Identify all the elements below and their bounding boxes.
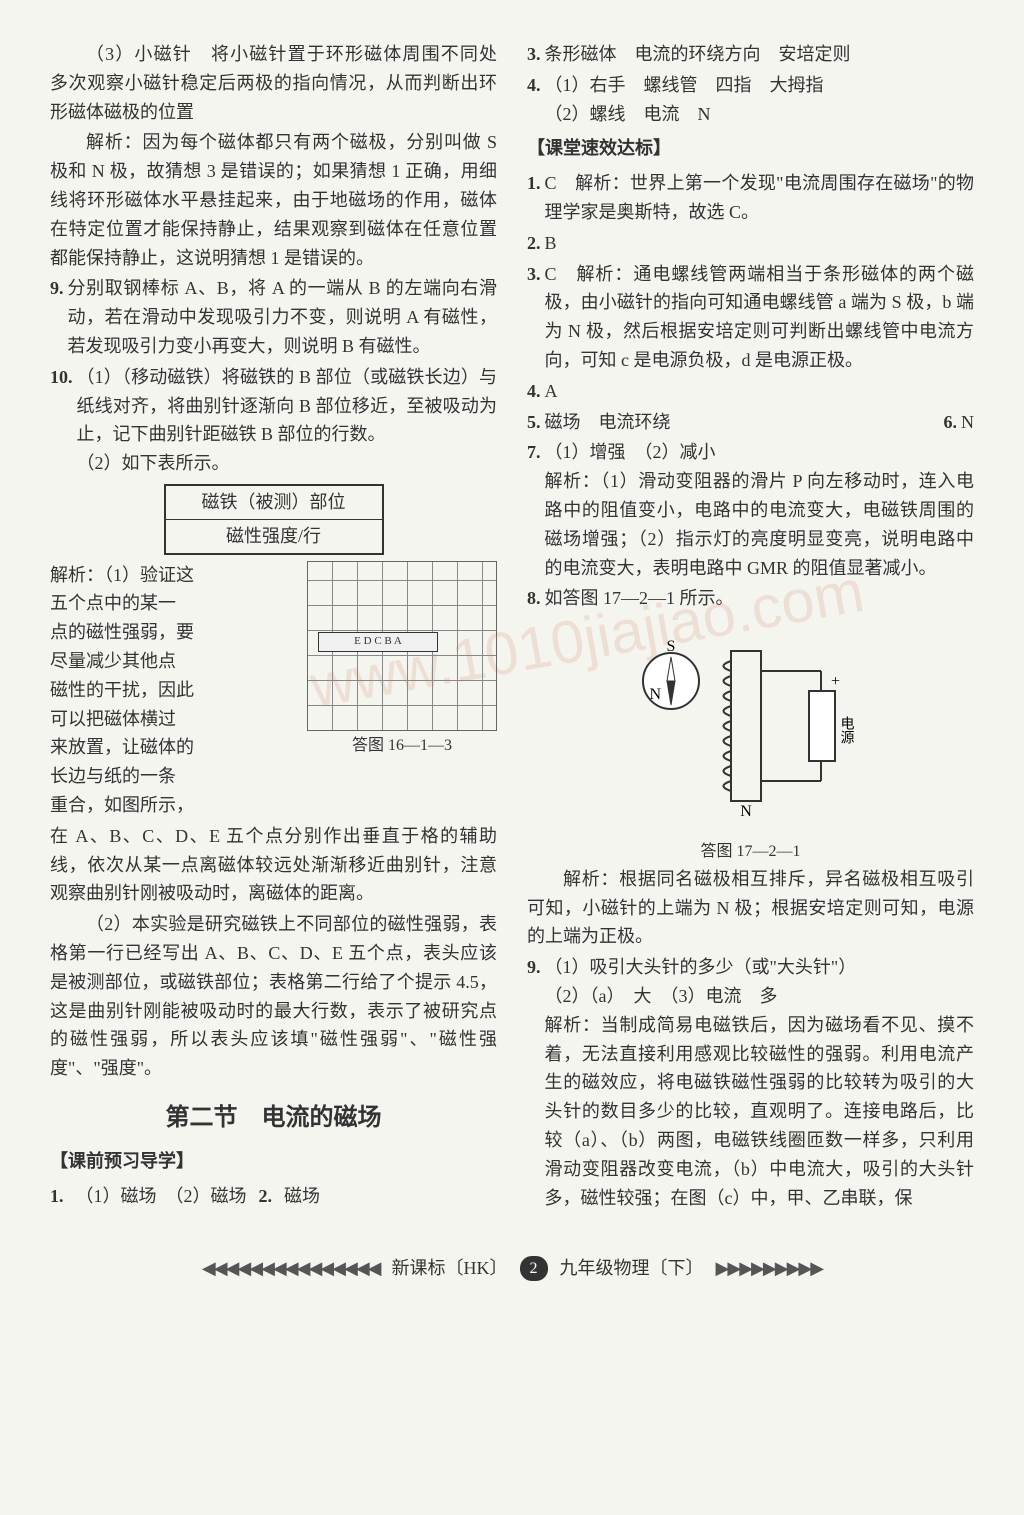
preview-answer: （1）磁场 （2）磁场 <box>76 1182 247 1211</box>
analysis-text: 解析：（1）验证这 五个点中的某一 点的磁性强弱，要 尽量减少其他点 磁性的干扰… <box>50 561 299 820</box>
circuit-svg: S N N + 电源 <box>621 621 881 831</box>
sub-part: （1）（移动磁铁）将磁铁的 B 部位（或磁铁长边）与纸线对齐，将曲别针逐渐向 B… <box>77 363 498 449</box>
figure-caption: 答图 17—2—1 <box>527 839 974 865</box>
text-line: 点的磁性强弱，要 <box>50 618 299 647</box>
item-content: 如答图 17—2—1 所示。 <box>545 584 975 613</box>
item-number: 8. <box>527 584 541 613</box>
right-column: 3. 条形磁体 电流的环绕方向 安培定则 4. （1）右手 螺线管 四指 大拇指… <box>527 40 974 1214</box>
sub-part: （1）吸引大头针的多少（或"大头针"） <box>545 953 975 982</box>
text-line: 磁性的干扰，因此 <box>50 676 299 705</box>
compass-n-label: N <box>649 686 661 703</box>
item-number: 4. <box>527 71 541 129</box>
item-content: N <box>961 408 974 437</box>
magnet-bar: E D C B A <box>318 632 438 652</box>
item-content: A <box>545 377 975 406</box>
question-9: 9. 分别取钢棒标 A、B，将 A 的一端从 B 的左端向右滑动，若在滑动中发现… <box>50 274 497 360</box>
item-content: B <box>545 229 975 258</box>
item-number: 6. <box>944 408 958 437</box>
grid-diagram: E D C B A <box>307 561 497 731</box>
item-content: （1）（移动磁铁）将磁铁的 B 部位（或磁铁长边）与纸线对齐，将曲别针逐渐向 B… <box>77 363 498 478</box>
text-line: 来放置，让磁体的 <box>50 733 299 762</box>
item-content: （1）吸引大头针的多少（或"大头针"） （2）（a） 大 （3）电流 多 解析：… <box>545 953 975 1212</box>
item-content: 分别取钢棒标 A、B，将 A 的一端从 B 的左端向右滑动，若在滑动中发现吸引力… <box>68 274 498 360</box>
paragraph: （3）小磁针 将小磁针置于环形磁体周围不同处 多次观察小磁针稳定后两极的指向情况… <box>50 40 497 126</box>
answer-4: 4. （1）右手 螺线管 四指 大拇指 （2）螺线 电流 N <box>527 71 974 129</box>
psu-label: 电源 <box>838 716 854 744</box>
question-10: 10. （1）（移动磁铁）将磁铁的 B 部位（或磁铁长边）与纸线对齐，将曲别针逐… <box>50 363 497 478</box>
item-number: 9. <box>527 953 541 1212</box>
data-table: 磁铁（被测）部位 磁性强度/行 <box>164 484 384 555</box>
item-number: 4. <box>527 377 541 406</box>
sub-part: （2）如下表所示。 <box>77 449 498 478</box>
item-content: 磁场 电流环绕 <box>545 408 940 437</box>
item-number: 2. <box>259 1182 273 1211</box>
text-line: 重合，如图所示， <box>50 791 299 820</box>
sub-part: （2）（a） 大 （3）电流 多 <box>545 982 975 1011</box>
item-number: 2. <box>527 229 541 258</box>
answer-5: 5. 磁场 电流环绕 <box>527 408 940 437</box>
answer-9: 9. （1）吸引大头针的多少（或"大头针"） （2）（a） 大 （3）电流 多 … <box>527 953 974 1212</box>
analysis-text: 解析：因为每个磁体都只有两个磁极，分别叫做 S 极和 N 极，故猜想 3 是错误… <box>50 128 497 272</box>
figure-16-1-3: E D C B A 答图 16—1—3 <box>307 561 497 820</box>
sub-part: （2）螺线 电流 N <box>545 100 975 129</box>
table-row: 磁性强度/行 <box>166 520 382 553</box>
analysis-text: 解析：根据同名磁极相互排斥，异名磁极相互吸引可知，小磁针的上端为 N 极；根据安… <box>527 865 974 951</box>
coil-n-label: N <box>740 803 752 820</box>
text-line: 五个点中的某一 <box>50 589 299 618</box>
preview-heading: 【课前预习导学】 <box>50 1147 497 1176</box>
answer-3: 3. 条形磁体 电流的环绕方向 安培定则 <box>527 40 974 69</box>
text-line: 长边与纸的一条 <box>50 762 299 791</box>
footer-right-label: 九年级物理〔下〕 <box>560 1254 704 1283</box>
sub-part: （1）增强 （2）减小 <box>545 438 975 467</box>
answer-1: 1. C 解析：世界上第一个发现"电流周围存在磁场"的物理学家是奥斯特，故选 C… <box>527 169 974 227</box>
item-content: （1）增强 （2）减小 解析：（1）滑动变阻器的滑片 P 向左移动时，连入电路中… <box>545 438 975 582</box>
analysis-text: 在 A、B、C、D、E 五个点分别作出垂直于格的辅助线，依次从某一点离磁体较远处… <box>50 822 497 908</box>
item-content: 条形磁体 电流的环绕方向 安培定则 <box>545 40 975 69</box>
section-title: 第二节 电流的磁场 <box>50 1099 497 1137</box>
decor-arrows-left: ◀◀◀◀◀◀◀◀◀◀◀◀◀◀◀ <box>202 1254 380 1283</box>
item-content: （1）右手 螺线管 四指 大拇指 （2）螺线 电流 N <box>545 71 975 129</box>
item-content: C 解析：世界上第一个发现"电流周围存在磁场"的物理学家是奥斯特，故选 C。 <box>545 169 975 227</box>
item-number: 1. <box>527 169 541 227</box>
analysis-text: 解析：当制成简易电磁铁后，因为磁场看不见、摸不着，无法直接利用感观比较磁性的强弱… <box>545 1011 975 1213</box>
answer-4b: 4. A <box>527 377 974 406</box>
table-row: 磁铁（被测）部位 <box>166 486 382 520</box>
answer-7: 7. （1）增强 （2）减小 解析：（1）滑动变阻器的滑片 P 向左移动时，连入… <box>527 438 974 582</box>
item-number: 9. <box>50 274 64 360</box>
left-column: （3）小磁针 将小磁针置于环形磁体周围不同处 多次观察小磁针稳定后两极的指向情况… <box>50 40 497 1214</box>
figure-caption: 答图 16—1—3 <box>307 733 497 759</box>
preview-answer: 磁场 <box>284 1182 320 1211</box>
decor-arrows-right: ▶▶▶▶▶▶▶▶▶ <box>716 1254 823 1283</box>
plus-label: + <box>831 673 840 690</box>
answer-2: 2. B <box>527 229 974 258</box>
text-line: 可以把磁体横过 <box>50 705 299 734</box>
text-line: 尽量减少其他点 <box>50 647 299 676</box>
compass-s-label: S <box>666 638 675 655</box>
page-container: （3）小磁针 将小磁针置于环形磁体周围不同处 多次观察小磁针稳定后两极的指向情况… <box>0 0 1024 1234</box>
page-number-badge: 2 <box>520 1256 548 1282</box>
item-number: 3. <box>527 260 541 375</box>
answer-3b: 3. C 解析：通电螺线管两端相当于条形磁体的两个磁极，由小磁针的指向可知通电螺… <box>527 260 974 375</box>
answer-8: 8. 如答图 17—2—1 所示。 <box>527 584 974 613</box>
standard-heading: 【课堂速效达标】 <box>527 134 974 163</box>
footer-left-label: 新课标〔HK〕 <box>392 1254 508 1283</box>
analysis-text: 解析：（1）滑动变阻器的滑片 P 向左移动时，连入电路中的阻值变小，电路中的电流… <box>545 467 975 582</box>
item-number: 7. <box>527 438 541 582</box>
item-number: 3. <box>527 40 541 69</box>
sub-part: （1）右手 螺线管 四指 大拇指 <box>545 71 975 100</box>
item-number: 5. <box>527 408 541 437</box>
text-line: 解析：（1）验证这 <box>50 561 299 590</box>
page-footer: ◀◀◀◀◀◀◀◀◀◀◀◀◀◀◀ 新课标〔HK〕 2 九年级物理〔下〕 ▶▶▶▶▶… <box>0 1234 1024 1313</box>
text-with-figure: 解析：（1）验证这 五个点中的某一 点的磁性强弱，要 尽量减少其他点 磁性的干扰… <box>50 561 497 820</box>
item-content: C 解析：通电螺线管两端相当于条形磁体的两个磁极，由小磁针的指向可知通电螺线管 … <box>545 260 975 375</box>
item-number: 10. <box>50 363 73 478</box>
item-number: 1. <box>50 1182 64 1211</box>
figure-17-2-1: S N N + 电源 <box>621 621 881 831</box>
analysis-text: （2）本实验是研究磁铁上不同部位的磁性强弱，表格第一行已经写出 A、B、C、D、… <box>50 910 497 1083</box>
answer-6: 6. N <box>944 408 975 437</box>
